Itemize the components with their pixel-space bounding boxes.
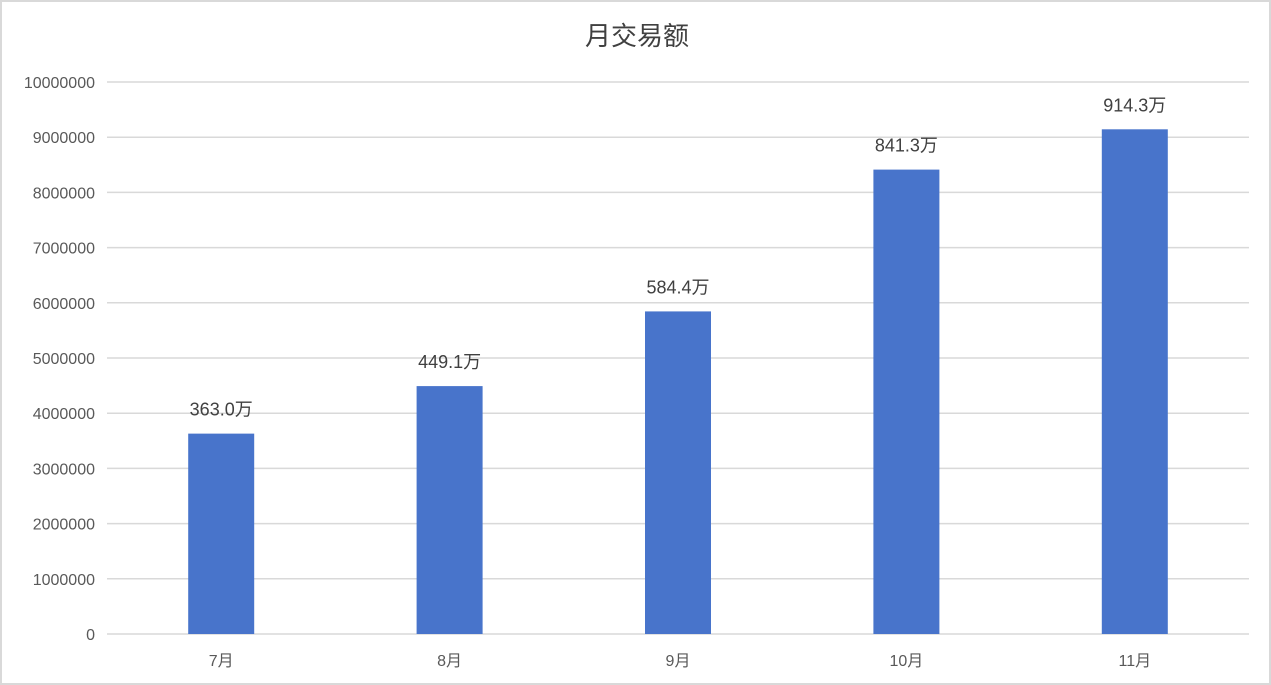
x-tick-label: 10月 [889,653,923,670]
y-tick-label: 10000000 [24,75,95,92]
y-tick-label: 1000000 [33,572,95,589]
y-tick-label: 0 [86,627,95,644]
bar [873,169,940,634]
data-label: 584.4万 [646,277,709,297]
y-tick-label: 9000000 [33,130,95,147]
data-label: 363.0万 [190,400,253,420]
x-tick-label: 8月 [437,653,462,670]
bar [416,386,483,634]
data-label: 841.3万 [875,136,938,156]
chart-title: 月交易额 [585,21,689,51]
y-tick-label: 2000000 [33,517,95,534]
y-tick-label: 3000000 [33,461,95,478]
y-axis: 0 1000000 2000000 3000000 4000000 5000000 6000… [24,75,95,644]
bars [188,129,1168,634]
data-labels: 363.0万 449.1万 584.4万 841.3万 914.3万 [190,95,1167,419]
x-tick-label: 9月 [666,653,691,670]
bar [1101,129,1168,634]
data-label: 449.1万 [418,352,481,372]
y-tick-label: 6000000 [33,296,95,313]
x-axis: 7月 8月 9月 10月 11月 [209,653,1151,670]
bar [188,433,255,634]
y-tick-label: 8000000 [33,185,95,202]
x-tick-label: 11月 [1118,653,1151,670]
y-tick-label: 7000000 [33,241,95,258]
y-tick-label: 5000000 [33,351,95,368]
data-label: 914.3万 [1103,95,1166,115]
x-tick-label: 7月 [209,653,234,670]
bar [645,311,711,634]
y-tick-label: 4000000 [33,406,95,423]
